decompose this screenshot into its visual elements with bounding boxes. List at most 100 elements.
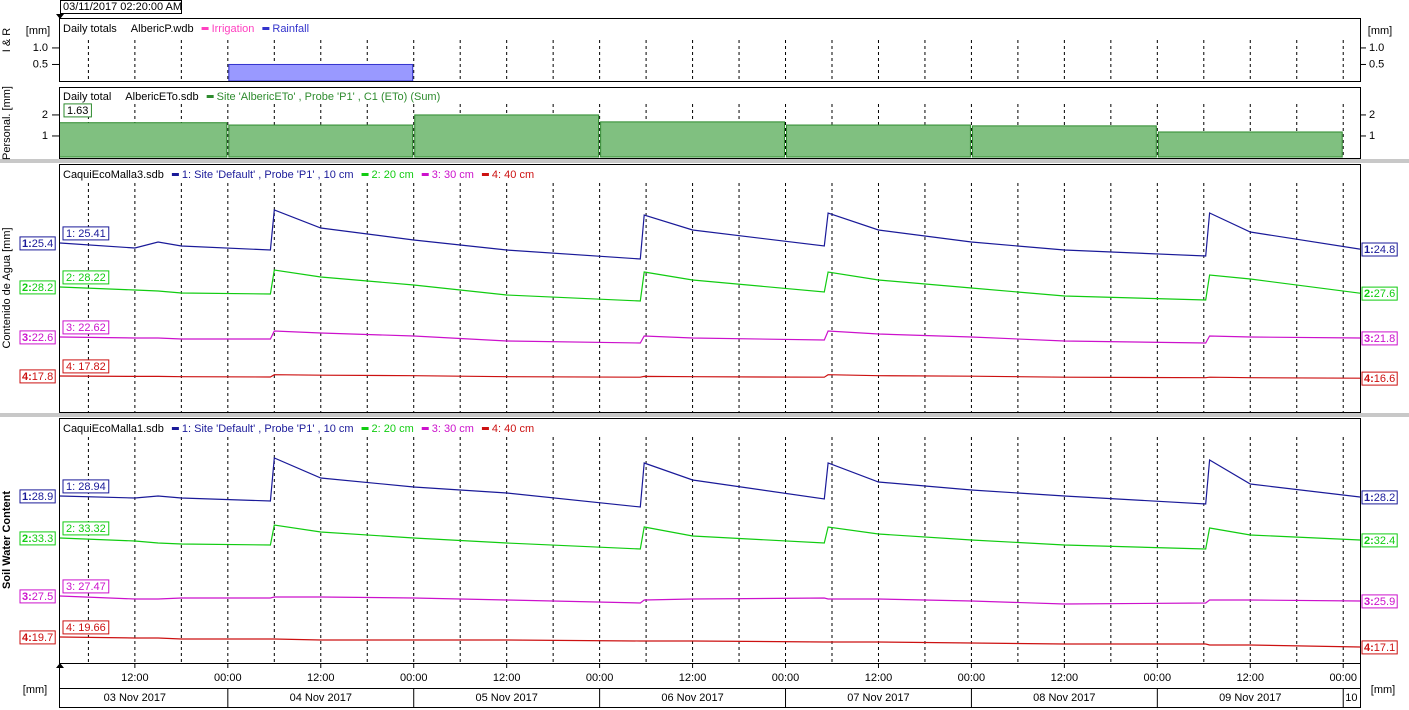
legend-label: 1: Site 'Default' , Probe 'P1' , 10 cm [182,423,354,435]
series-tag: 4: [1364,642,1374,654]
series-line [60,636,1360,648]
x-tick-label: 12:00 [1237,672,1265,684]
end-label: 3:21.8 [1364,333,1395,345]
legend-label: 3: 30 cm [432,169,474,181]
label-box [19,630,56,645]
legend-swatch [421,427,429,430]
date-label: 06 Nov 2017 [661,692,723,704]
y-tick-label: 1 [1369,130,1375,142]
date-label: 03 Nov 2017 [104,692,166,704]
legend-label: 1: Site 'Default' , Probe 'P1' , 10 cm [182,169,354,181]
axis-frame [59,663,1361,708]
value-label: 3: 22.62 [66,322,106,334]
y-tick-label: 0.5 [33,58,48,70]
panel-frame [59,18,1361,82]
x-tick-label: 12:00 [493,672,521,684]
date-label: 04 Nov 2017 [290,692,352,704]
date-label: 09 Nov 2017 [1219,692,1281,704]
end-label: 4:16.6 [1364,373,1395,385]
legend-label: Site 'AlbericETo' , Probe 'P1' , C1 (ETo… [217,91,441,103]
value-label: 2: 33.32 [66,523,106,535]
label-box [62,479,110,494]
series-tag: 2: [1364,535,1374,547]
y-tick-label: 1.0 [33,42,48,54]
x-tick-label: 12:00 [1051,672,1079,684]
series-line [60,595,1360,605]
timestamp-box [60,0,182,14]
label-box [62,270,110,285]
legend-label: Rainfall [272,23,309,35]
series-tag: 1: [1364,492,1374,504]
legend-label: 2: 20 cm [372,169,414,181]
start-value: 19.7 [32,632,53,644]
x-tick-label: 00:00 [958,672,986,684]
series-tag: 2: [1364,288,1374,300]
x-tick-label: 00:00 [1329,672,1357,684]
label-box [62,521,110,536]
value-label: 1: 25.41 [66,228,106,240]
series-tag: 4: [1364,373,1374,385]
label-box [19,589,56,604]
start-value: 27.5 [32,591,53,603]
end-value: 17.1 [1374,642,1395,654]
label-box [62,359,110,374]
label-box [19,369,56,384]
series-line [60,374,1360,379]
date-label: 08 Nov 2017 [1033,692,1095,704]
legend-swatch [206,95,214,98]
end-label: 1:24.8 [1364,244,1395,256]
start-label: 2:28.2 [22,282,53,294]
series-tag: 1: [22,491,32,503]
series-line [60,209,1360,260]
end-value: 16.6 [1374,373,1395,385]
label-box [19,280,56,295]
bar [228,63,414,82]
series-tag: 3: [22,332,32,344]
start-label: 2:33.3 [22,533,53,545]
label-box [1361,331,1398,346]
legend-label: 2: 20 cm [372,423,414,435]
series-tag: 2: [22,533,32,545]
source-name: CaquiEcoMalla1.sdb [63,423,164,435]
plot-area: 1.631: 25.412: 28.223: 22.624: 17.821: 2… [60,40,1360,704]
series-line [60,269,1360,302]
series-tag: 2: [22,282,32,294]
panel-frame [59,164,1361,413]
label-box [1361,242,1398,257]
y-tick-label: 0.5 [1369,58,1384,70]
start-value: 17.8 [32,371,53,383]
label-box [62,320,110,335]
legend-swatch [421,173,429,176]
x-tick-label: 12:00 [307,672,335,684]
start-value: 33.3 [32,533,53,545]
x-tick-label: 00:00 [214,672,242,684]
start-label: 1:25.4 [22,238,53,250]
unit-label: [mm] [1371,684,1395,696]
y-axis-title: Soil Water Content [1,491,13,589]
legend-label: 4: 40 cm [492,423,534,435]
unit-label: [mm] [26,25,50,37]
label-box [62,579,110,594]
legend-swatch [201,27,209,30]
label-box [62,620,110,635]
label-box [1361,533,1398,548]
value-label: 4: 17.82 [66,361,106,373]
series-line [60,524,1360,550]
panel-header: Daily totals [63,23,117,35]
x-tick-label: 12:00 [865,672,893,684]
source-name: AlbericETo.sdb [125,91,198,103]
series-tag: 3: [1364,333,1374,345]
legend-label: 3: 30 cm [432,423,474,435]
start-label: 4:17.8 [22,371,53,383]
panel-frame [59,87,1361,159]
start-label: 3:27.5 [22,591,53,603]
x-tick-label: 00:00 [772,672,800,684]
legend-label: Irrigation [212,23,255,35]
series-tag: 4: [22,371,32,383]
source-name: AlbericP.wdb [131,23,194,35]
end-label: 2:32.4 [1364,535,1395,547]
x-tick-label: 00:00 [400,672,428,684]
start-label: 1:28.9 [22,491,53,503]
y-tick-label: 2 [42,109,48,121]
